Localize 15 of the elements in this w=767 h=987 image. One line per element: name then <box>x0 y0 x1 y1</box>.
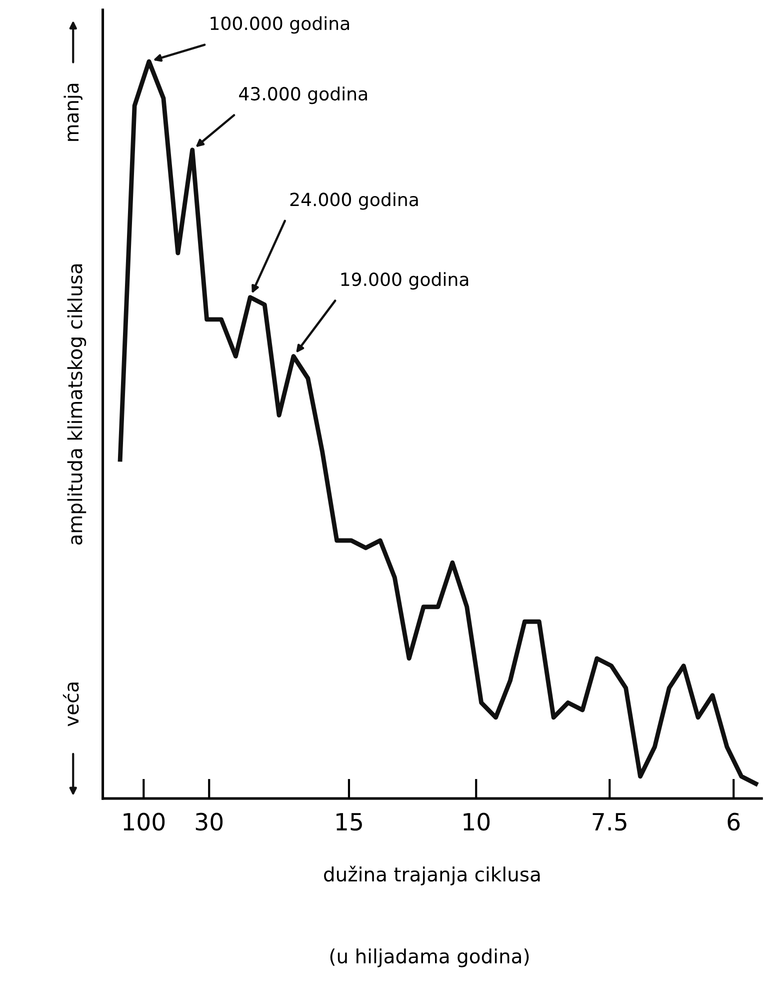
text: 100 <box>124 812 165 831</box>
y-axis-title: amplituda klimatskog ciklusa <box>67 264 86 545</box>
text: 30 <box>196 812 223 831</box>
text: (u hiljadama godina) <box>330 948 529 968</box>
annotation: 19.000 godina <box>341 272 468 290</box>
text: veća <box>62 682 79 726</box>
text: 7.5 <box>592 813 626 831</box>
annotation: 24.000 godina <box>290 192 418 210</box>
text: 15 <box>336 813 362 831</box>
annotation: 43.000 godina <box>239 86 367 104</box>
x-axis-title: dužina trajanja ciklusa <box>324 866 540 886</box>
text: 100.000 godina <box>210 16 349 34</box>
text: manja <box>64 84 83 141</box>
text: 10 <box>464 812 490 831</box>
text: 6 <box>728 812 740 831</box>
